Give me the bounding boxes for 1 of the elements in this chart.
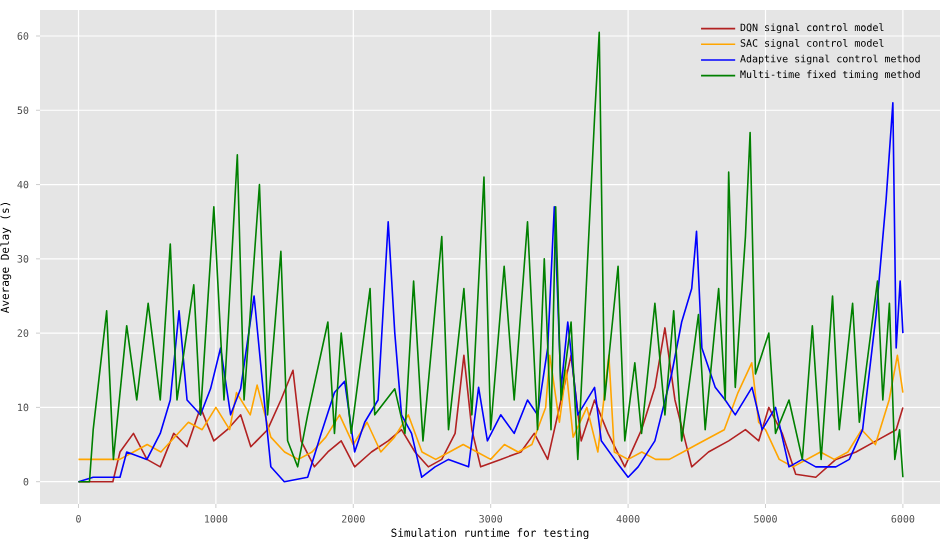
line-series	[77, 102, 904, 483]
